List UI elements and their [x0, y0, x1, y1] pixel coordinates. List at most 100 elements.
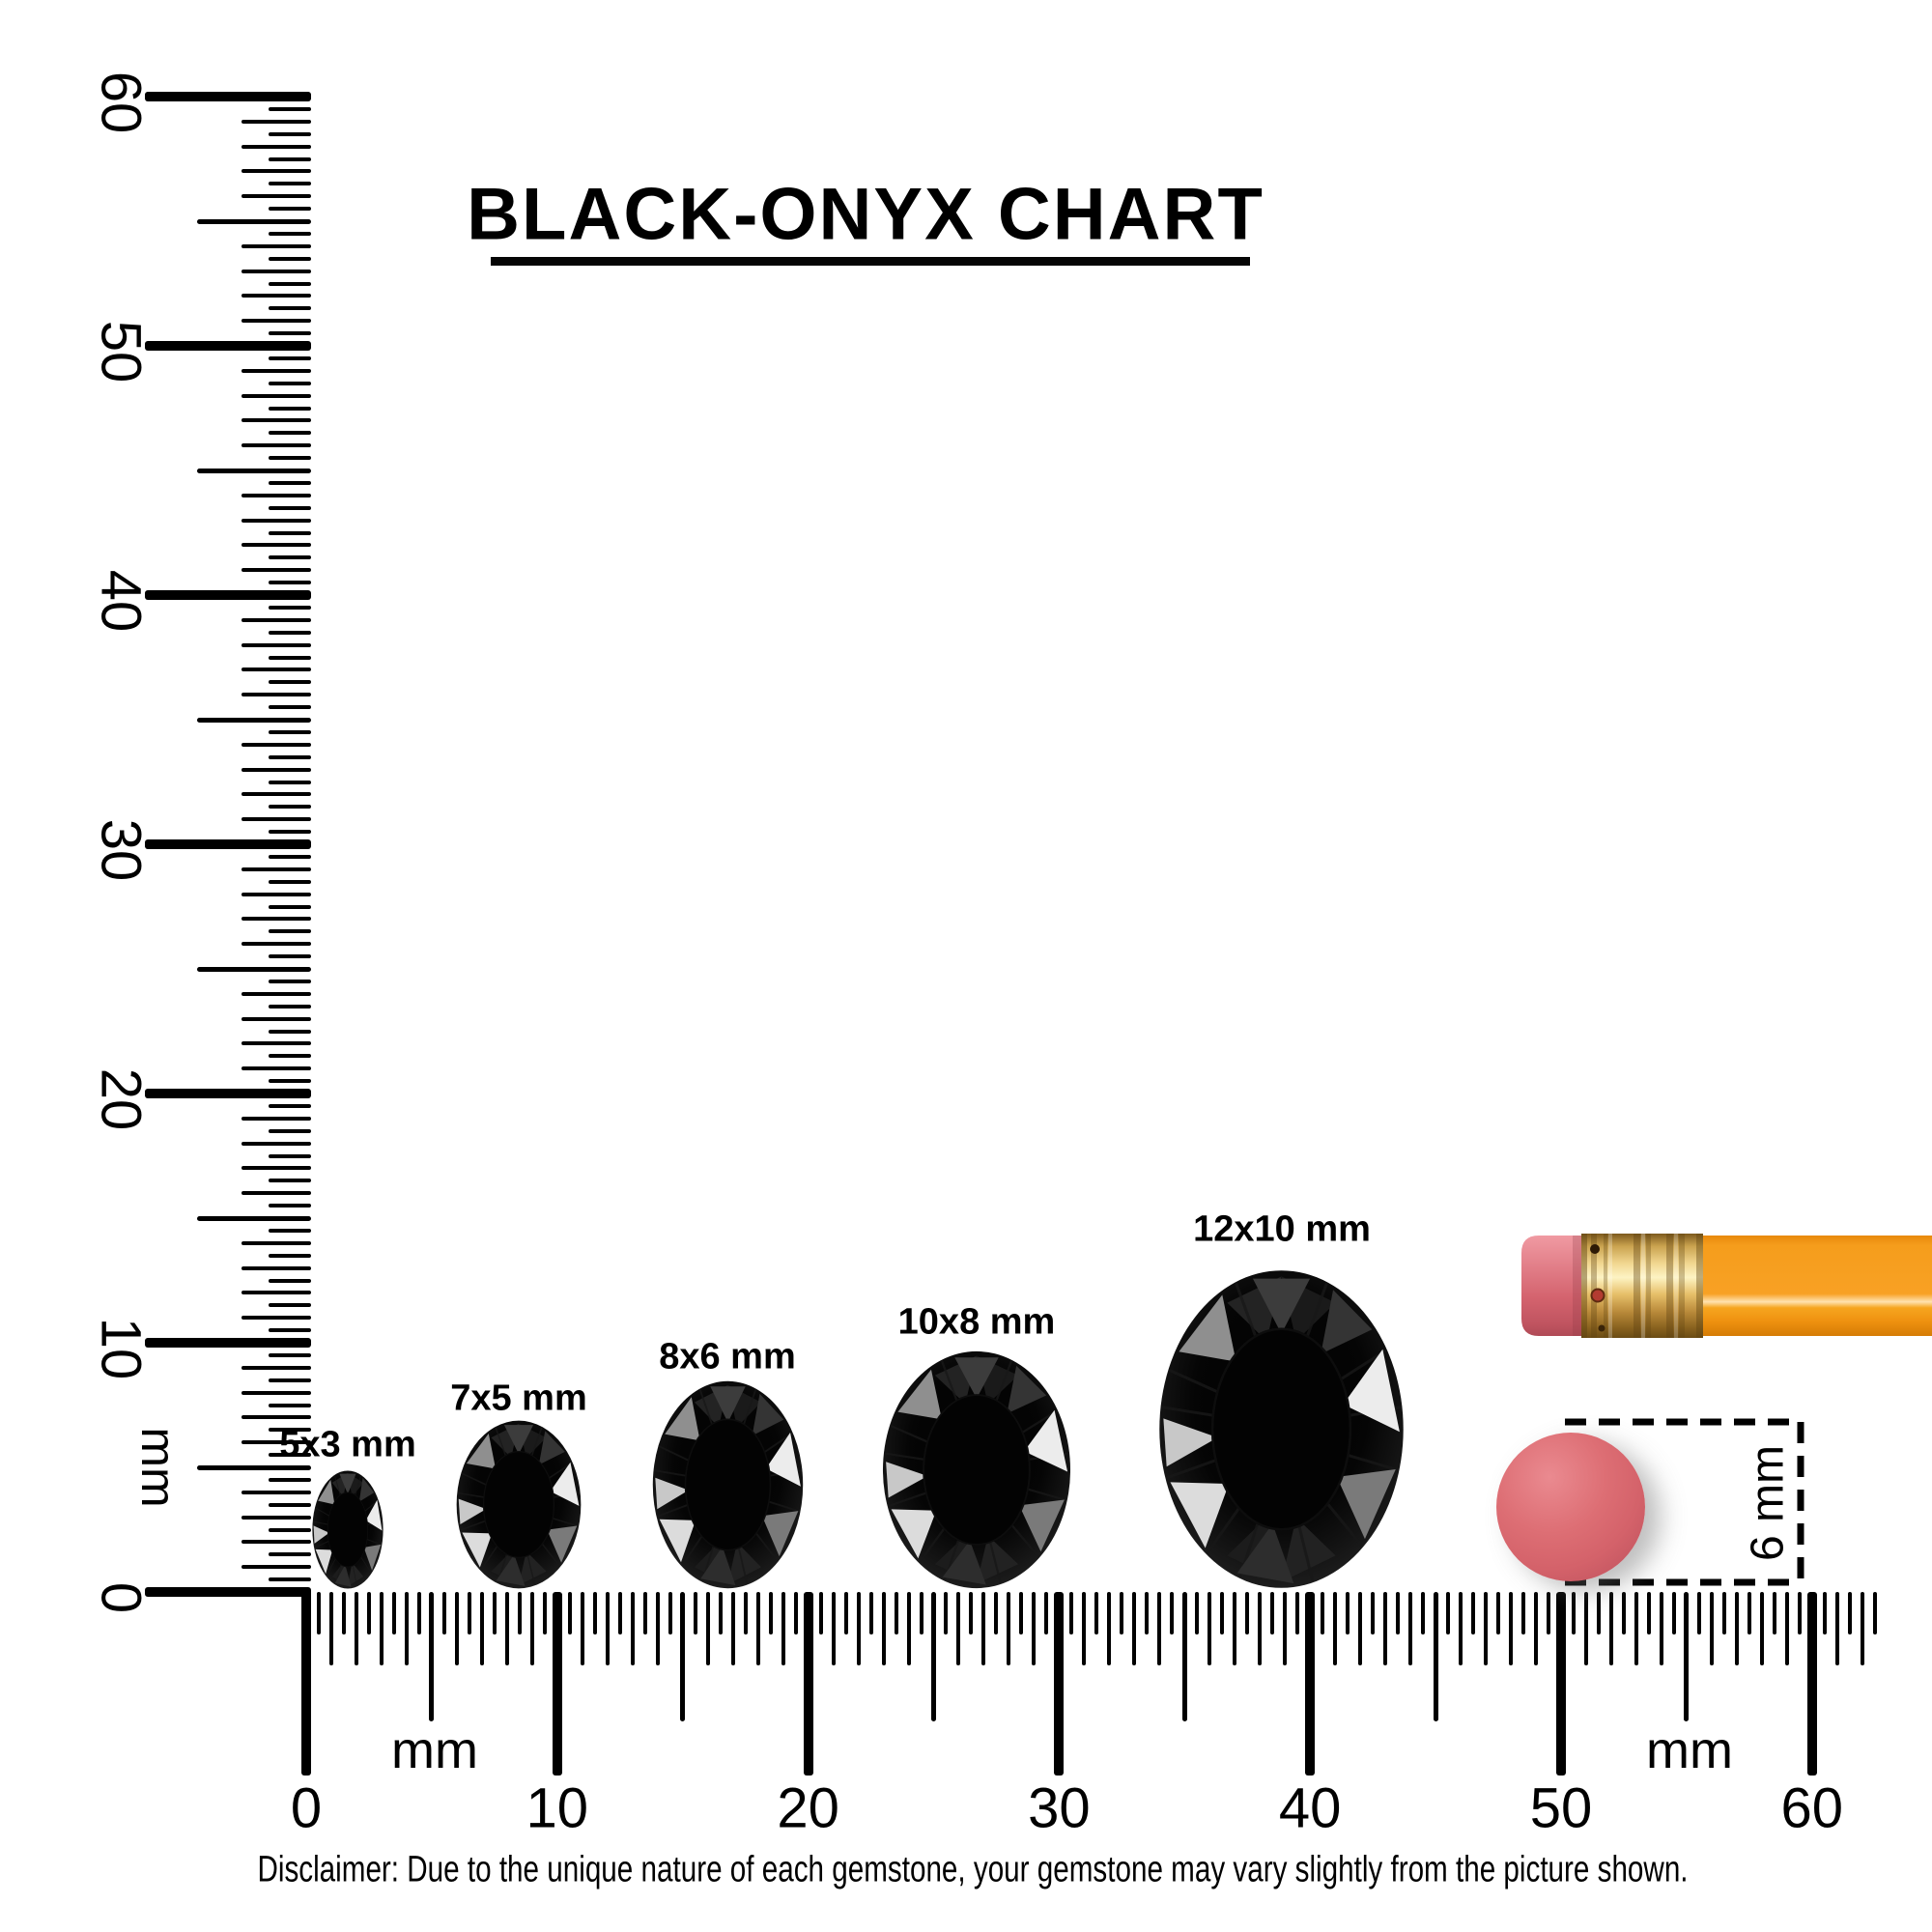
h-ruler-tick	[1547, 1592, 1550, 1634]
h-ruler-tick	[429, 1592, 435, 1721]
h-ruler-tick	[441, 1592, 446, 1634]
v-ruler-tick	[242, 1191, 311, 1196]
oval-gem-graphic	[882, 1350, 1071, 1589]
v-ruler-tick	[242, 194, 311, 199]
v-ruler-number: 50	[89, 320, 153, 384]
v-ruler-tick	[242, 867, 311, 871]
disclaimer-text: Disclaimer: Due to the unique nature of …	[257, 1849, 1689, 1890]
h-ruler-tick	[755, 1592, 760, 1665]
h-ruler-tick	[931, 1592, 936, 1721]
oval-gem-graphic	[456, 1420, 582, 1589]
v-ruler-tick	[242, 1565, 311, 1570]
h-ruler-tick	[843, 1592, 848, 1634]
h-ruler-tick	[803, 1592, 813, 1776]
h-ruler-tick	[492, 1592, 497, 1634]
v-ruler-tick	[242, 642, 311, 647]
v-ruler-tick	[269, 381, 311, 385]
h-ruler-tick	[730, 1592, 735, 1665]
h-ruler-tick	[1608, 1592, 1613, 1665]
h-ruler-tick	[818, 1592, 823, 1634]
h-ruler-tick	[1333, 1592, 1338, 1665]
gem-10x8	[882, 1350, 1071, 1589]
v-ruler-tick	[269, 1428, 311, 1433]
pencil	[1520, 1234, 1932, 1338]
v-ruler-tick	[242, 443, 311, 448]
h-ruler-tick	[1371, 1592, 1376, 1634]
h-ruler-tick	[1471, 1592, 1476, 1634]
v-ruler-number: 10	[89, 1317, 153, 1380]
h-ruler-tick	[1094, 1592, 1099, 1634]
gem-label-8x6: 8x6 mm	[659, 1336, 796, 1378]
v-ruler-tick	[269, 1477, 311, 1482]
h-ruler-tick	[693, 1592, 697, 1634]
v-ruler-tick	[269, 281, 311, 286]
h-ruler-tick	[1621, 1592, 1626, 1634]
h-ruler-tick	[668, 1592, 672, 1634]
v-ruler-tick	[269, 231, 311, 236]
v-ruler-tick	[242, 1291, 311, 1295]
v-ruler-tick	[242, 493, 311, 497]
h-ruler-tick	[831, 1592, 836, 1665]
h-ruler-tick	[328, 1592, 333, 1665]
v-ruler-tick	[242, 319, 311, 324]
v-ruler-tick	[269, 1527, 311, 1532]
v-ruler-tick	[269, 1552, 311, 1557]
h-ruler-tick	[781, 1592, 785, 1665]
h-ruler-tick	[504, 1592, 509, 1665]
h-ruler-tick	[354, 1592, 358, 1665]
h-ruler-tick	[718, 1592, 723, 1634]
v-ruler-tick	[242, 1365, 311, 1370]
h-ruler-tick	[1659, 1592, 1663, 1665]
v-ruler-tick	[269, 431, 311, 436]
h-ruler-tick	[1747, 1592, 1751, 1634]
gem-12x10	[1158, 1269, 1405, 1589]
v-ruler-tick	[242, 169, 311, 174]
v-ruler-tick	[242, 617, 311, 622]
gem-7x5	[456, 1420, 582, 1589]
v-ruler-tick	[242, 368, 311, 373]
v-ruler-tick	[145, 92, 311, 101]
v-ruler-tick	[242, 1141, 311, 1146]
h-ruler-tick	[1806, 1592, 1817, 1776]
v-ruler-tick	[269, 1153, 311, 1158]
h-ruler-tick	[366, 1592, 371, 1634]
h-ruler-tick	[1245, 1592, 1250, 1634]
v-ruler-number: 60	[89, 71, 153, 134]
h-ruler-number: 20	[777, 1776, 839, 1840]
oval-gem-graphic	[1159, 1270, 1404, 1588]
v-ruler-tick	[269, 1378, 311, 1382]
v-ruler-tick	[269, 355, 311, 360]
h-ruler-tick	[1496, 1592, 1501, 1634]
h-ruler-tick	[1358, 1592, 1363, 1665]
h-ruler-tick	[1634, 1592, 1638, 1665]
h-ruler-tick	[1583, 1592, 1588, 1665]
h-ruler-tick	[705, 1592, 710, 1665]
h-ruler-number: 40	[1278, 1776, 1342, 1840]
h-ruler-tick	[1107, 1592, 1112, 1665]
v-ruler-tick	[269, 505, 311, 510]
v-ruler-tick	[269, 680, 311, 685]
h-ruler-tick	[617, 1592, 622, 1634]
v-ruler-tick	[269, 106, 311, 111]
h-ruler-tick	[379, 1592, 384, 1665]
v-ruler-tick	[269, 805, 311, 810]
v-ruler-tick	[269, 1502, 311, 1507]
v-ruler-tick	[197, 1215, 311, 1221]
h-ruler-tick	[1120, 1592, 1124, 1634]
v-ruler-tick	[242, 1440, 311, 1445]
v-ruler-tick	[269, 1228, 311, 1233]
h-ruler-tick	[1132, 1592, 1137, 1665]
gem-label-5x3: 5x3 mm	[279, 1424, 416, 1465]
v-ruler-tick	[242, 1415, 311, 1420]
h-ruler-number: 0	[290, 1776, 323, 1840]
v-ruler-tick	[242, 1116, 311, 1121]
h-ruler-tick	[567, 1592, 572, 1634]
v-ruler-tick	[269, 1328, 311, 1333]
h-ruler-tick	[1671, 1592, 1676, 1634]
six-mm-dashed-box	[1565, 1418, 1804, 1586]
six-mm-label: 6 mm	[1742, 1445, 1794, 1561]
v-ruler-number: 0	[89, 1581, 153, 1614]
v-ruler-tick	[242, 892, 311, 896]
v-ruler-tick	[242, 817, 311, 822]
pencil-ferrule	[1581, 1234, 1703, 1338]
